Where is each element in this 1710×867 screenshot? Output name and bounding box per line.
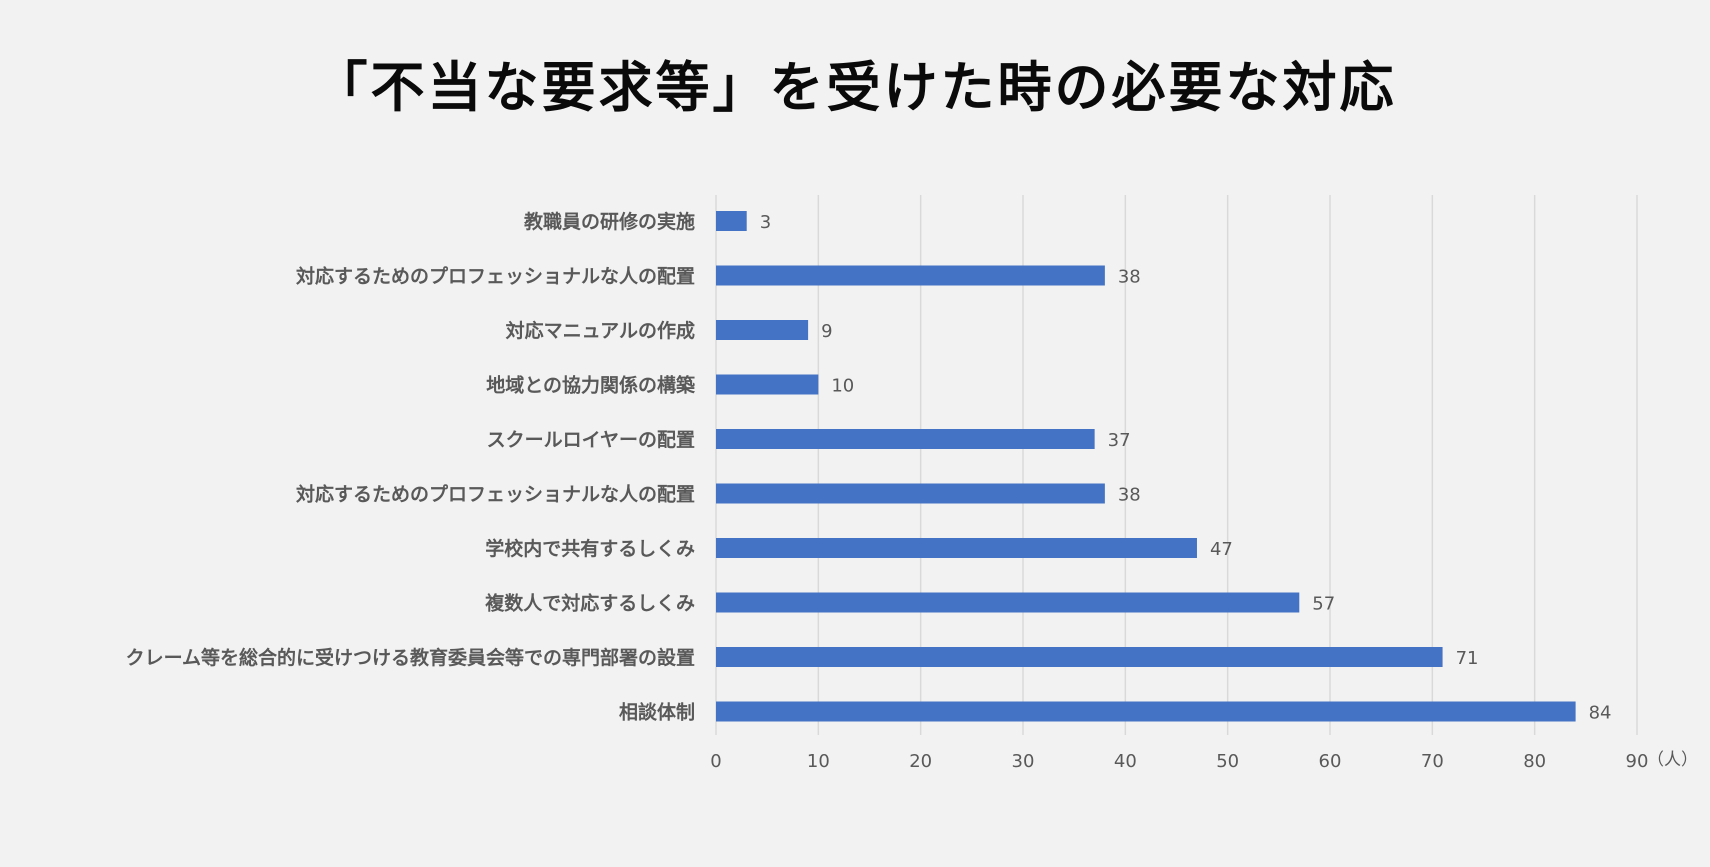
x-tick-label: 80 — [1523, 751, 1546, 772]
bar — [716, 592, 1300, 613]
bar — [716, 265, 1105, 286]
bar — [716, 374, 819, 395]
data-label: 38 — [1118, 267, 1141, 288]
data-label: 10 — [831, 376, 854, 397]
x-tick-label: 70 — [1421, 751, 1444, 772]
x-tick-label: 50 — [1216, 751, 1239, 772]
category-label: スクールロイヤーの配置 — [487, 429, 695, 451]
bar — [716, 538, 1197, 558]
data-labels: 3 38 9 10 37 38 47 57 71 84 — [760, 212, 1612, 724]
category-label: クレーム等を総合的に受けつける教育委員会等での専門部署の設置 — [126, 646, 695, 669]
category-label: 対応するためのプロフェッショナルな人の配置 — [295, 265, 695, 288]
x-tick-label: 20 — [909, 751, 932, 772]
category-label: 相談体制 — [619, 701, 695, 724]
chart-title: 「不当な要求等」を受けた時の必要な対応 — [313, 56, 1397, 119]
data-label: 37 — [1108, 430, 1131, 451]
bar — [716, 483, 1105, 504]
bar — [716, 429, 1095, 449]
bar — [716, 320, 809, 340]
data-label: 38 — [1118, 485, 1141, 506]
x-axis-ticks: 0 10 20 30 40 50 60 70 80 90（人） — [710, 750, 1698, 772]
data-label: 84 — [1589, 703, 1612, 724]
category-label: 学校内で共有するしくみ — [485, 537, 695, 560]
x-unit-label: （人） — [1647, 750, 1698, 770]
category-label: 教職員の研修の実施 — [524, 210, 695, 233]
x-tick-label: 30 — [1012, 751, 1035, 772]
data-label: 57 — [1312, 594, 1335, 615]
category-labels: 教職員の研修の実施対応するためのプロフェッショナルな人の配置対応マニュアルの作成… — [126, 210, 696, 724]
data-label: 3 — [760, 212, 771, 233]
bar — [716, 701, 1576, 722]
x-tick-label: 10 — [807, 751, 830, 772]
data-label: 71 — [1456, 648, 1479, 669]
x-tick-label: 90 — [1626, 751, 1649, 772]
x-tick-label: 40 — [1114, 751, 1137, 772]
data-label: 9 — [821, 321, 832, 342]
bars — [716, 211, 1576, 722]
data-label: 47 — [1210, 539, 1233, 560]
bar — [716, 647, 1443, 667]
x-tick-label: 0 — [710, 751, 721, 772]
bar — [716, 211, 747, 231]
category-label: 対応マニュアルの作成 — [505, 319, 695, 342]
category-label: 対応するためのプロフェッショナルな人の配置 — [295, 483, 695, 506]
category-label: 地域との協力関係の構築 — [486, 374, 696, 397]
x-tick-label: 60 — [1319, 751, 1342, 772]
category-label: 複数人で対応するしくみ — [484, 592, 695, 615]
